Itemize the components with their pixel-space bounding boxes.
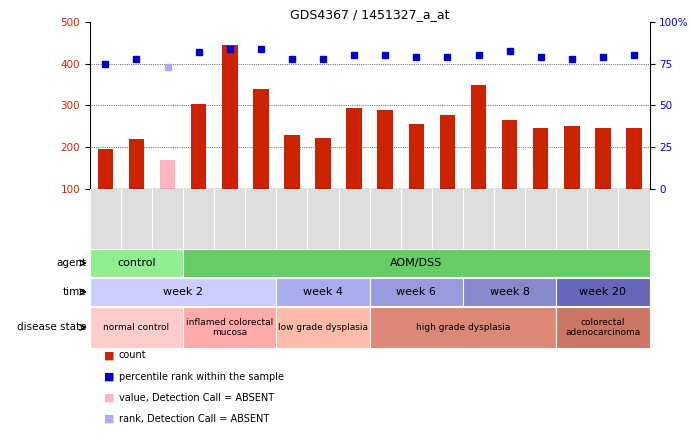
Text: week 20: week 20 xyxy=(579,287,627,297)
FancyBboxPatch shape xyxy=(276,307,370,348)
Title: GDS4367 / 1451327_a_at: GDS4367 / 1451327_a_at xyxy=(290,8,449,21)
FancyBboxPatch shape xyxy=(370,307,556,348)
Bar xyxy=(595,128,611,189)
Bar xyxy=(346,108,362,189)
Text: inflamed colorectal
mucosa: inflamed colorectal mucosa xyxy=(186,318,274,337)
Bar xyxy=(502,120,518,189)
Text: ■: ■ xyxy=(104,350,114,360)
Text: low grade dysplasia: low grade dysplasia xyxy=(278,323,368,332)
Bar xyxy=(97,149,113,189)
FancyBboxPatch shape xyxy=(183,249,650,277)
FancyBboxPatch shape xyxy=(276,278,370,306)
Bar xyxy=(222,45,238,189)
FancyBboxPatch shape xyxy=(556,307,650,348)
Text: count: count xyxy=(119,350,146,360)
Text: agent: agent xyxy=(56,258,86,268)
FancyBboxPatch shape xyxy=(90,278,276,306)
Bar xyxy=(129,139,144,189)
Text: control: control xyxy=(117,258,155,268)
Text: percentile rank within the sample: percentile rank within the sample xyxy=(119,372,284,381)
Text: week 8: week 8 xyxy=(490,287,529,297)
Text: high grade dysplasia: high grade dysplasia xyxy=(416,323,510,332)
Text: normal control: normal control xyxy=(104,323,169,332)
Text: week 4: week 4 xyxy=(303,287,343,297)
Bar xyxy=(626,128,642,189)
Text: week 2: week 2 xyxy=(163,287,203,297)
Text: AOM/DSS: AOM/DSS xyxy=(390,258,442,268)
Bar xyxy=(471,85,486,189)
Text: value, Detection Call = ABSENT: value, Detection Call = ABSENT xyxy=(119,393,274,403)
Text: ■: ■ xyxy=(104,393,114,403)
Bar xyxy=(253,89,269,189)
Text: disease state: disease state xyxy=(17,322,86,333)
Bar xyxy=(284,135,300,189)
Text: colorectal
adenocarcinoma: colorectal adenocarcinoma xyxy=(565,318,641,337)
Text: ■: ■ xyxy=(104,414,114,424)
FancyBboxPatch shape xyxy=(556,278,650,306)
Bar xyxy=(439,115,455,189)
Bar xyxy=(377,111,393,189)
FancyBboxPatch shape xyxy=(90,249,183,277)
Bar xyxy=(533,128,549,189)
Bar xyxy=(191,104,207,189)
FancyBboxPatch shape xyxy=(90,307,183,348)
Bar xyxy=(564,126,580,189)
FancyBboxPatch shape xyxy=(370,278,463,306)
FancyBboxPatch shape xyxy=(183,307,276,348)
Text: ■: ■ xyxy=(104,372,114,381)
Bar xyxy=(315,138,331,189)
Text: rank, Detection Call = ABSENT: rank, Detection Call = ABSENT xyxy=(119,414,269,424)
Text: time: time xyxy=(63,287,86,297)
Bar xyxy=(408,124,424,189)
Bar xyxy=(160,159,176,189)
Text: week 6: week 6 xyxy=(397,287,436,297)
FancyBboxPatch shape xyxy=(463,278,556,306)
